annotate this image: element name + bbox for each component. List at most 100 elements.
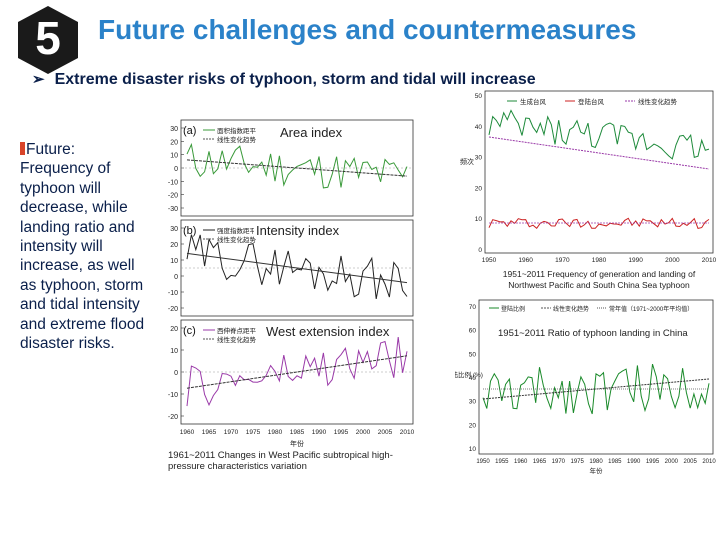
ratio-x-tick: 1950 <box>476 459 490 465</box>
frequency-x-tick: 1990 <box>628 257 643 264</box>
ratio-x-tick: 2005 <box>683 459 697 465</box>
ratio-y-tick: 10 <box>469 446 477 453</box>
ratio-y-tick: 70 <box>469 304 477 311</box>
y-tick-area: 30 <box>170 126 178 133</box>
frequency-x-tick: 1950 <box>482 257 497 264</box>
y-tick-area: -20 <box>168 193 178 200</box>
ratio-trend-line <box>482 378 710 400</box>
frequency-x-tick: 1980 <box>592 257 607 264</box>
ratio-x-tick: 1985 <box>608 459 622 465</box>
y-tick-west: 10 <box>170 348 178 355</box>
ratio-y-tick: 20 <box>469 422 477 429</box>
left-text-block: Future: Frequency of typhoon will decrea… <box>20 140 148 353</box>
frequency-figure: 50 40 30 20 10 0 频次 1950 1960 1970 1980 1990 2000 201… <box>455 85 718 290</box>
ratio-legend-1: 登陆比例 <box>501 305 525 313</box>
ratio-frame <box>478 299 714 455</box>
series-line-intensity <box>186 234 408 299</box>
frequency-y-tick: 20 <box>475 185 483 192</box>
frequency-x-tick: 2010 <box>702 257 717 264</box>
west-extension-index-label: West extension index <box>264 324 392 339</box>
page-title: Future challenges and countermeasures <box>98 14 637 45</box>
x-tick-sub: 1965 <box>202 429 217 436</box>
legend-label-area-2: 线性变化趋势 <box>217 135 257 144</box>
ratio-x-tick: 2010 <box>702 459 716 465</box>
ratio-y-tick: 50 <box>469 351 477 358</box>
trend-line-area <box>186 159 408 177</box>
panel-label-area: (a) <box>183 125 196 137</box>
legend-label-west-1: 西伸脊点距平 <box>217 326 257 335</box>
ratio-caption: 1951~2011 Ratio of typhoon landing in Ch… <box>498 328 708 339</box>
ratio-x-tick: 1995 <box>646 459 660 465</box>
frequency-x-tick: 2000 <box>665 257 680 264</box>
y-tick-west: 0 <box>174 370 178 377</box>
y-tick-intensity: -20 <box>168 306 178 313</box>
x-tick-sub: 2005 <box>378 429 393 436</box>
frequency-y-tick: 0 <box>478 247 482 254</box>
legend-label-intensity-1: 强度指数距平 <box>217 226 257 235</box>
x-tick-sub: 1990 <box>312 429 327 436</box>
bullet-marker-icon <box>20 142 25 155</box>
frequency-y-tick: 40 <box>475 124 483 131</box>
ratio-y-tick: 40 <box>469 375 477 382</box>
frequency-legend-1: 生成台风 <box>520 97 547 106</box>
landing-typhoon-line <box>488 217 710 230</box>
ratio-x-tick: 1975 <box>570 459 584 465</box>
y-tick-intensity: -10 <box>168 290 178 297</box>
ratio-figure: 70605040302010登陆比例 (%)195019551960196519… <box>445 290 718 475</box>
x-tick-sub: 1995 <box>334 429 349 436</box>
ratio-x-tick: 1960 <box>514 459 528 465</box>
x-tick-sub: 1975 <box>246 429 261 436</box>
frequency-y-tick: 30 <box>475 155 483 162</box>
main-bullet-text: Extreme disaster risks of typhoon, storm… <box>54 71 536 88</box>
frequency-y-tick: 50 <box>475 93 483 100</box>
trend-line-west <box>186 355 408 389</box>
ratio-x-tick: 1990 <box>627 459 641 465</box>
slide-number: 5 <box>35 12 61 64</box>
subtropical-figure: 30 20 10 0 -10 -20 -30 (a) 面积指数距平 线性变化趋势 30 20 10 0 -1… <box>163 116 425 476</box>
ratio-x-tick: 1970 <box>552 459 566 465</box>
y-tick-intensity: 20 <box>170 242 178 249</box>
frequency-frame <box>484 90 714 254</box>
frequency-y-tick: 10 <box>475 216 483 223</box>
x-tick-sub: 1980 <box>268 429 283 436</box>
ratio-legend-2: 线性变化趋势 <box>553 305 589 313</box>
legend-label-west-2: 线性变化趋势 <box>217 335 257 344</box>
ratio-x-tick: 1955 <box>495 459 509 465</box>
frequency-x-tick: 1970 <box>555 257 570 264</box>
panel-label-intensity: (b) <box>183 225 196 237</box>
series-line-area <box>186 142 408 189</box>
ratio-legend-3: 常年值（1971~2000年平均值） <box>609 305 693 313</box>
trend-line-intensity <box>186 252 408 284</box>
x-axis-label-sub: 年份 <box>290 439 304 448</box>
subtropical-caption: 1961~2011 Changes in West Pacific subtro… <box>168 450 393 472</box>
y-tick-west: -20 <box>168 414 178 421</box>
generated-typhoon-line <box>488 109 710 160</box>
x-tick-sub: 1970 <box>224 429 239 436</box>
frequency-legend-2: 登陆台风 <box>578 97 605 106</box>
landing-ratio-line <box>482 363 710 415</box>
y-tick-area: 0 <box>174 166 178 173</box>
ratio-chart: 70605040302010登陆比例 (%)195019551960196519… <box>445 299 716 475</box>
frequency-caption: 1951~2011 Frequency of generation and la… <box>502 269 696 290</box>
y-tick-area: -10 <box>168 179 178 186</box>
y-tick-area: 20 <box>170 139 178 146</box>
frequency-x-tick: 1960 <box>518 257 533 264</box>
generated-trend-line <box>488 136 710 170</box>
x-tick-sub: 2010 <box>400 429 415 436</box>
legend-label-area-1: 面积指数距平 <box>217 126 257 135</box>
frequency-y-label: 频次 <box>460 157 474 166</box>
x-tick-sub: 2000 <box>356 429 371 436</box>
x-tick-sub: 1960 <box>180 429 195 436</box>
y-tick-intensity: 30 <box>170 226 178 233</box>
ratio-y-tick: 30 <box>469 399 477 406</box>
ratio-x-tick: 1980 <box>589 459 603 465</box>
legend-label-intensity-2: 线性变化趋势 <box>217 235 257 244</box>
panel-label-west: (c) <box>183 325 196 337</box>
y-tick-area: -30 <box>168 206 178 213</box>
y-tick-area: 10 <box>170 153 178 160</box>
area-index-label: Area index <box>278 125 345 140</box>
series-line-west <box>186 337 408 407</box>
ratio-y-label: 登陆比例 (%) <box>455 370 483 379</box>
